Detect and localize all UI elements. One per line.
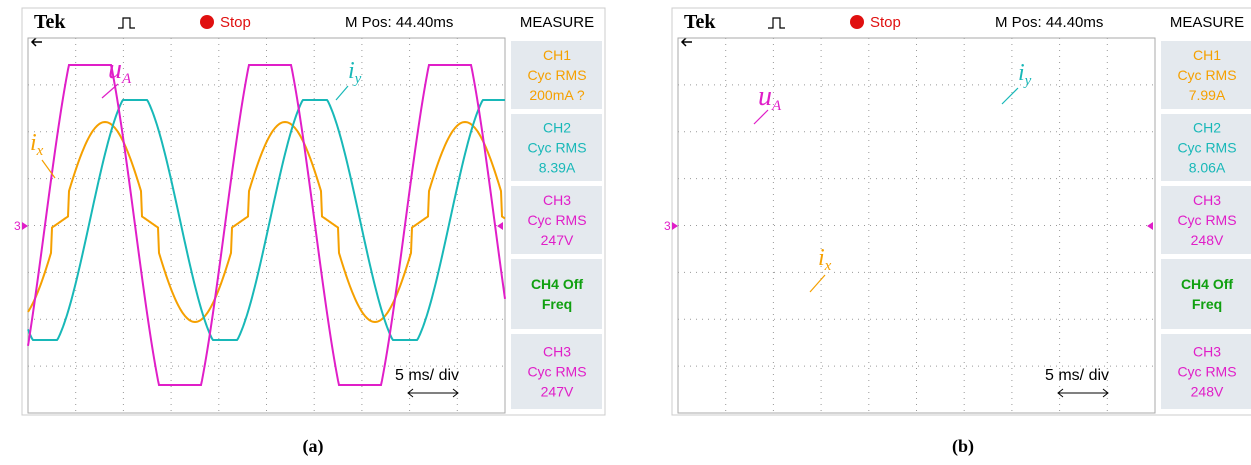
measure-text: Cyc RMS: [527, 364, 586, 380]
position: M Pos: 44.40ms: [995, 14, 1103, 31]
measure-text: 7.99A: [1189, 87, 1226, 103]
measure-text: CH1: [1193, 47, 1221, 63]
brand: Tek: [684, 11, 716, 33]
measure-box: [1160, 258, 1251, 330]
measure-text: CH3: [543, 192, 571, 208]
status: Stop: [870, 14, 901, 31]
measure-text: 8.39A: [539, 160, 576, 176]
measure-text: Cyc RMS: [1177, 67, 1236, 83]
caption: (b): [952, 436, 974, 457]
brand: Tek: [34, 11, 66, 33]
measure-text: Cyc RMS: [527, 67, 586, 83]
measure-text: CH3: [543, 344, 571, 360]
label-main: i: [30, 130, 37, 156]
stop-indicator: [200, 15, 214, 29]
menu-title: MEASURE: [520, 14, 594, 31]
stop-indicator: [850, 15, 864, 29]
measure-text: 8.06A: [1189, 160, 1226, 176]
measure-text: CH1: [543, 47, 571, 63]
label-sub: A: [771, 98, 782, 114]
measure-text: CH4 Off: [1181, 276, 1233, 292]
measure-text: Cyc RMS: [527, 140, 586, 156]
measure-text: Cyc RMS: [1177, 364, 1236, 380]
label-sub: x: [824, 258, 832, 274]
position: M Pos: 44.40ms: [345, 14, 453, 31]
caption: (a): [303, 436, 324, 457]
label-main: i: [348, 58, 355, 84]
figure: TekStopM Pos: 44.40msMEASURE3uAiyix5 ms/…: [0, 0, 1251, 465]
measure-text: 248V: [1191, 232, 1224, 248]
measure-text: CH3: [1193, 192, 1221, 208]
label-sub: x: [36, 143, 44, 159]
label-main: i: [818, 245, 825, 271]
measure-text: CH2: [543, 120, 571, 136]
measure-text: Cyc RMS: [1177, 140, 1236, 156]
label-sub: y: [1023, 73, 1032, 89]
channel-marker: 3: [664, 219, 671, 233]
measure-text: 247V: [541, 384, 574, 400]
timebase: 5 ms/ div: [395, 367, 459, 384]
label-sub: y: [353, 71, 362, 87]
measure-text: Cyc RMS: [527, 212, 586, 228]
label-main: i: [1018, 60, 1025, 86]
measure-text: CH4 Off: [531, 276, 583, 292]
label-main: u: [108, 54, 122, 85]
measure-text: Cyc RMS: [1177, 212, 1236, 228]
channel-marker: 3: [14, 219, 21, 233]
status: Stop: [220, 14, 251, 31]
label-sub: A: [121, 71, 132, 87]
measure-text: CH2: [1193, 120, 1221, 136]
measure-text: Freq: [1192, 296, 1222, 312]
measure-text: Freq: [542, 296, 572, 312]
menu-title: MEASURE: [1170, 14, 1244, 31]
label-main: u: [758, 81, 772, 112]
measure-text: 200mA ?: [529, 87, 584, 103]
measure-text: 247V: [541, 232, 574, 248]
timebase: 5 ms/ div: [1045, 367, 1109, 384]
measure-box: [510, 258, 603, 330]
measure-text: 248V: [1191, 384, 1224, 400]
measure-text: CH3: [1193, 344, 1221, 360]
